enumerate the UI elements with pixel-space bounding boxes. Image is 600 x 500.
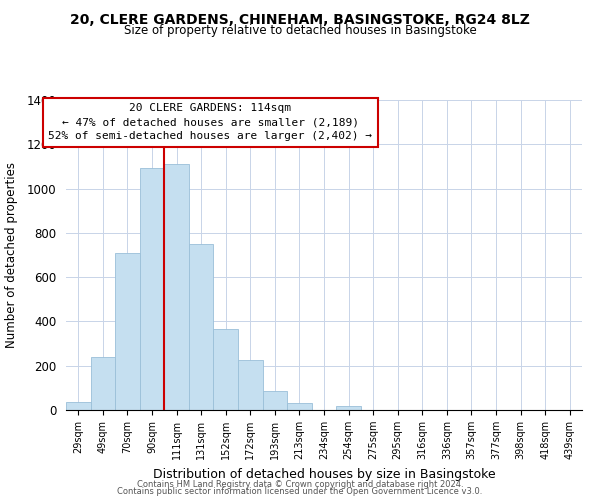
Bar: [115, 253, 140, 410]
Text: 20, CLERE GARDENS, CHINEHAM, BASINGSTOKE, RG24 8LZ: 20, CLERE GARDENS, CHINEHAM, BASINGSTOKE…: [70, 12, 530, 26]
X-axis label: Distribution of detached houses by size in Basingstoke: Distribution of detached houses by size …: [152, 468, 496, 480]
Bar: [140, 168, 164, 410]
Bar: [164, 164, 189, 410]
Bar: [336, 406, 361, 410]
Text: Size of property relative to detached houses in Basingstoke: Size of property relative to detached ho…: [124, 24, 476, 37]
Bar: [263, 391, 287, 410]
Bar: [66, 402, 91, 410]
Text: 20 CLERE GARDENS: 114sqm
← 47% of detached houses are smaller (2,189)
52% of sem: 20 CLERE GARDENS: 114sqm ← 47% of detach…: [49, 103, 373, 141]
Text: Contains HM Land Registry data © Crown copyright and database right 2024.: Contains HM Land Registry data © Crown c…: [137, 480, 463, 489]
Text: Contains public sector information licensed under the Open Government Licence v3: Contains public sector information licen…: [118, 488, 482, 496]
Bar: [91, 357, 115, 410]
Bar: [189, 244, 214, 410]
Bar: [238, 360, 263, 410]
Y-axis label: Number of detached properties: Number of detached properties: [5, 162, 18, 348]
Bar: [214, 329, 238, 410]
Bar: [287, 404, 312, 410]
